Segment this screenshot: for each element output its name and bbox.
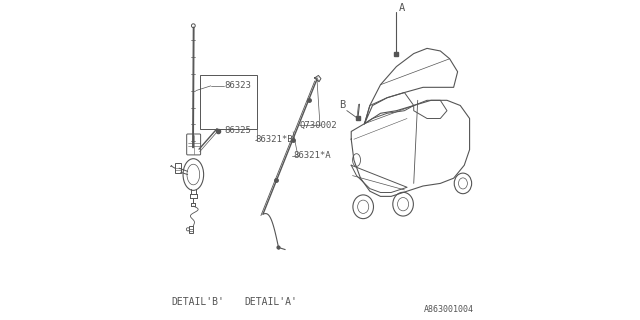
Ellipse shape bbox=[454, 173, 472, 194]
Ellipse shape bbox=[397, 197, 408, 211]
Text: 86321*B: 86321*B bbox=[255, 135, 292, 144]
Ellipse shape bbox=[358, 200, 369, 213]
Circle shape bbox=[191, 24, 195, 28]
Ellipse shape bbox=[393, 192, 413, 216]
FancyBboxPatch shape bbox=[175, 164, 180, 173]
Text: A: A bbox=[399, 3, 405, 13]
Text: DETAIL'A': DETAIL'A' bbox=[244, 297, 298, 307]
Ellipse shape bbox=[353, 195, 374, 219]
Text: A863001004: A863001004 bbox=[424, 305, 474, 314]
Ellipse shape bbox=[183, 159, 204, 190]
Ellipse shape bbox=[458, 178, 467, 189]
FancyBboxPatch shape bbox=[187, 134, 200, 155]
Text: 86321*A: 86321*A bbox=[293, 151, 331, 160]
Text: 86323: 86323 bbox=[225, 81, 252, 90]
Text: B: B bbox=[340, 100, 346, 110]
Circle shape bbox=[186, 228, 189, 231]
Text: DETAIL'B': DETAIL'B' bbox=[172, 297, 225, 307]
Text: 86325: 86325 bbox=[225, 126, 252, 135]
Text: Q730002: Q730002 bbox=[300, 121, 337, 130]
FancyBboxPatch shape bbox=[189, 226, 193, 233]
